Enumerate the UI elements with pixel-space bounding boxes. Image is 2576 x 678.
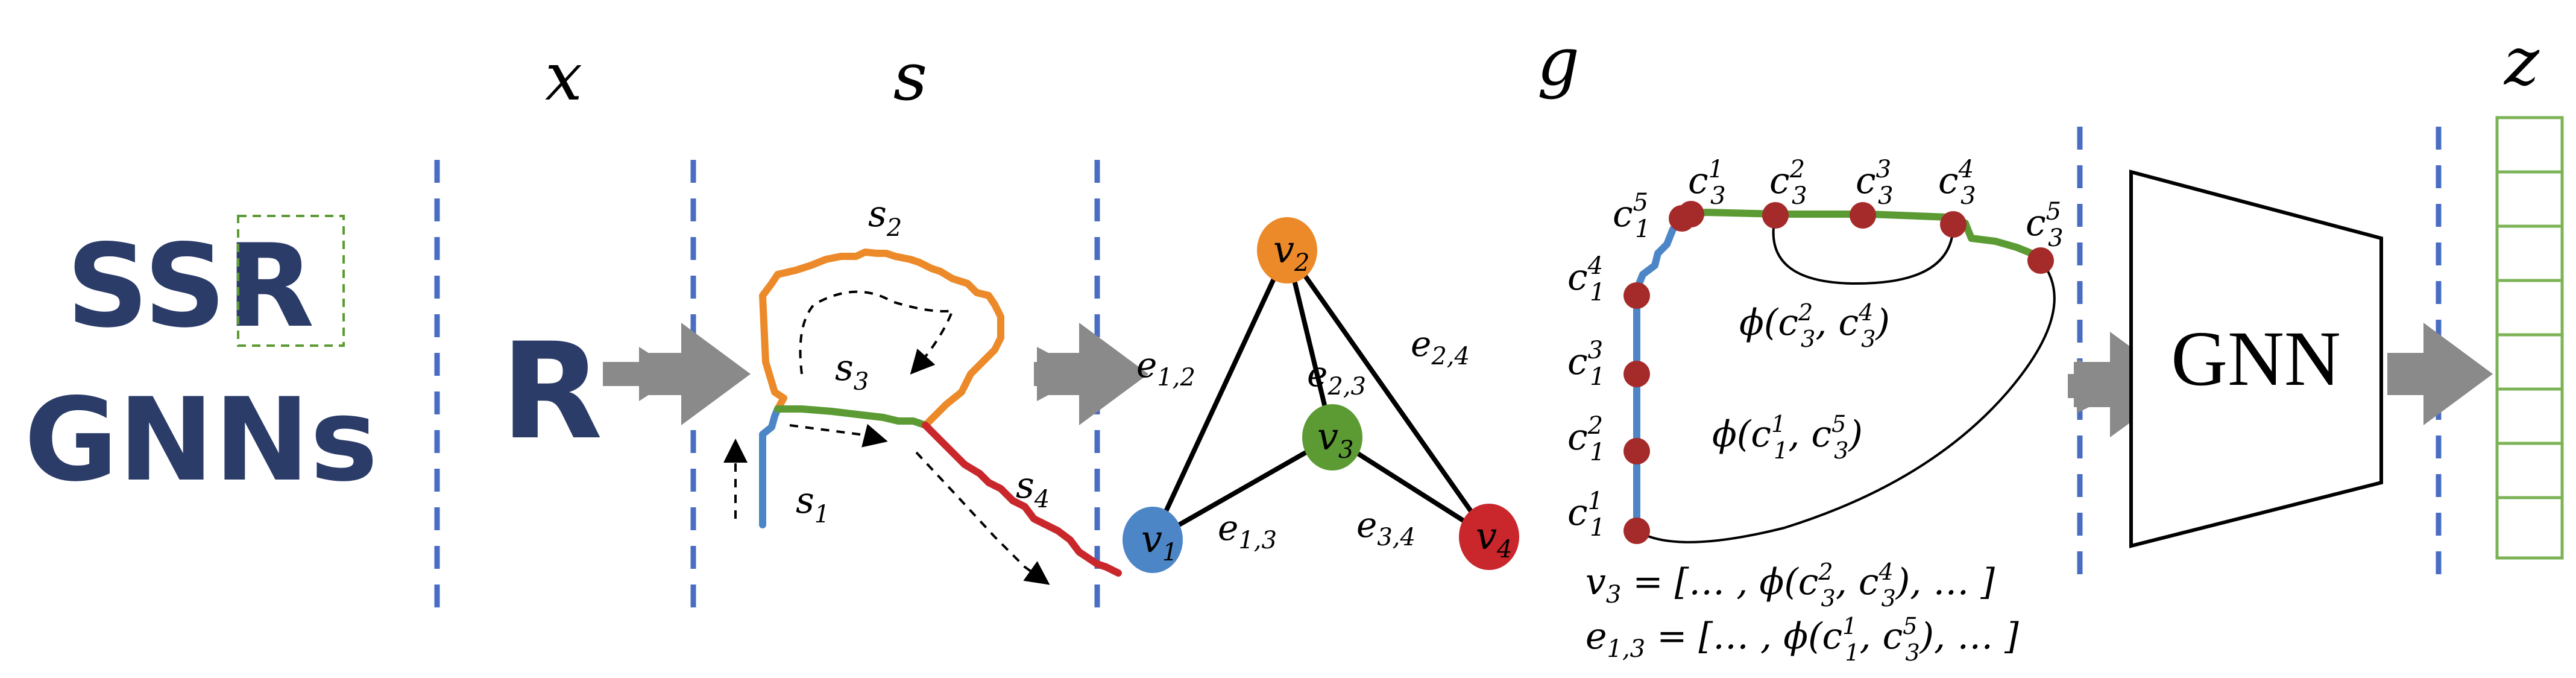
cp-c31 (1678, 201, 1704, 227)
cp-label-c15: c5 1 (1613, 189, 1651, 243)
cp-c34 (1940, 211, 1967, 238)
feature-v3: v3 = [… , ϕ(c2 3, c4 3), … ] (1586, 559, 1995, 612)
stroke-s2 (759, 249, 1004, 429)
arrow-head-2 (1079, 323, 1148, 425)
arrow-head-1 (681, 323, 751, 425)
title-line1: SSR (66, 220, 314, 353)
stage-label-s: s (893, 38, 927, 115)
phi-curve-c11-c35 (1636, 259, 2056, 543)
node-v3: v3 (1302, 404, 1362, 470)
edge-labels: e1,2 e2,3 e2,4 e1,3 e3,4 (1136, 323, 1470, 554)
arrow-body-4 (2387, 353, 2430, 395)
label-s4: s4 (1016, 464, 1050, 513)
phi-curves (1636, 215, 2056, 543)
phi-label-c11-c35: ϕ(c1 1, c5 3) (1712, 411, 1863, 464)
direction-arrow-s2 (799, 290, 955, 375)
cp-c14 (1623, 282, 1650, 309)
cp-c33 (1850, 202, 1876, 229)
gnn-trapezoid (2129, 170, 2383, 548)
arrow-bodies (648, 323, 2493, 437)
gnn-label: GNN (2171, 315, 2341, 402)
edge-label-e23: e2,3 (1307, 353, 1366, 401)
edge-label-e24: e2,4 (1411, 323, 1470, 370)
node-v1: v1 (1123, 507, 1183, 573)
stroke-s4 (922, 422, 1122, 577)
label-s1: s1 (796, 480, 830, 528)
title-prefix: SS (66, 220, 226, 353)
node-v2-circle (1257, 217, 1317, 284)
arrow-body-3 (2074, 362, 2116, 407)
graph-edges (1150, 249, 1491, 542)
cp-c35 (2027, 247, 2054, 274)
edge-label-e13: e1,3 (1218, 507, 1277, 554)
node-v3-circle (1302, 404, 1362, 470)
title-block: SSR GNNs (24, 215, 378, 507)
cp-c32 (1762, 202, 1789, 229)
edge-v3-v4 (1331, 435, 1491, 539)
cp-label-c35: c5 3 (2026, 198, 2064, 252)
node-v1-circle (1123, 507, 1183, 573)
z-embedding-vector (2495, 116, 2564, 560)
label-s2: s2 (868, 193, 902, 242)
cp-label-c11: c1 1 (1567, 487, 1605, 542)
arrow-head-4 (2423, 323, 2493, 425)
input-glyph-r: R (500, 314, 602, 469)
phi-label-c32-c34: ϕ(c2 3, c4 3) (1739, 299, 1890, 352)
stroke-labels: s1 s2 s3 s4 (796, 193, 1050, 528)
node-v2-label: v2 (1273, 227, 1309, 277)
feature-e13: e1,3 = [… , ϕ(c1 1, c5 3), … ] (1586, 613, 2019, 666)
cp-label-c34: c4 3 (1938, 156, 1976, 210)
phi-curve-c32-c34 (1772, 215, 1954, 285)
title-boxed-letter: R (226, 220, 314, 353)
direction-arrow-s4 (915, 451, 1050, 585)
title-line2: GNNs (24, 373, 378, 507)
arrow-x-to-s (603, 347, 681, 401)
control-point-strokes (1633, 209, 2043, 531)
edge-label-e12: e1,2 (1136, 344, 1195, 391)
feature-equations: v3 = [… , ϕ(c2 3, c4 3), … ] e1,3 = [… , ϕ… (1586, 559, 2019, 666)
cp-c13 (1623, 361, 1650, 387)
control-point-labels: c5 1 c1 3 c2 3 c3 3 c4 3 c5 3 c4 1 c3 1 c2 1 c1 1 (1567, 156, 2064, 542)
phi-labels: ϕ(c2 3, c4 3) ϕ(c1 1, c5 3) (1712, 299, 1890, 464)
stage-label-g: g (1537, 23, 1579, 100)
edge-label-e34: e3,4 (1356, 504, 1416, 551)
node-v2: v2 (1257, 217, 1317, 284)
edge-v1-v2 (1150, 249, 1290, 541)
direction-arrow-s3 (789, 423, 888, 448)
node-v4-label: v4 (1476, 514, 1512, 563)
node-v4: v4 (1459, 504, 1519, 570)
cp-label-c31: c1 3 (1688, 156, 1726, 210)
node-v3-label: v3 (1317, 414, 1353, 464)
gnn-block: GNN (2129, 170, 2383, 548)
stage-label-x: x (545, 38, 582, 115)
label-s3: s3 (835, 347, 869, 396)
control-points (1623, 201, 2054, 544)
node-v4-circle (1459, 504, 1519, 570)
edge-v1-v3 (1151, 435, 1334, 542)
node-v1-label: v1 (1141, 517, 1177, 566)
stroke-s3 (774, 405, 929, 429)
cp-label-c13: c3 1 (1567, 337, 1605, 391)
cp-label-c33: c3 3 (1856, 156, 1894, 210)
edge-v2-v4 (1285, 249, 1491, 539)
cp-label-c14: c4 1 (1567, 252, 1605, 306)
graph-nodes: v1 v2 v3 v4 (1123, 217, 1519, 573)
stage-label-z: z (2503, 23, 2540, 100)
stroke-direction-arrows (723, 290, 1050, 585)
cp-label-c32: c2 3 (1769, 156, 1807, 210)
title-highlight-box (237, 215, 345, 347)
stroke-sketch (759, 249, 1122, 577)
cp-c11 (1623, 518, 1650, 544)
cp-c12 (1623, 438, 1650, 464)
cp-label-c12: c2 1 (1567, 412, 1605, 466)
stroke-s1 (759, 405, 781, 528)
z-vector-frame (2495, 116, 2564, 560)
